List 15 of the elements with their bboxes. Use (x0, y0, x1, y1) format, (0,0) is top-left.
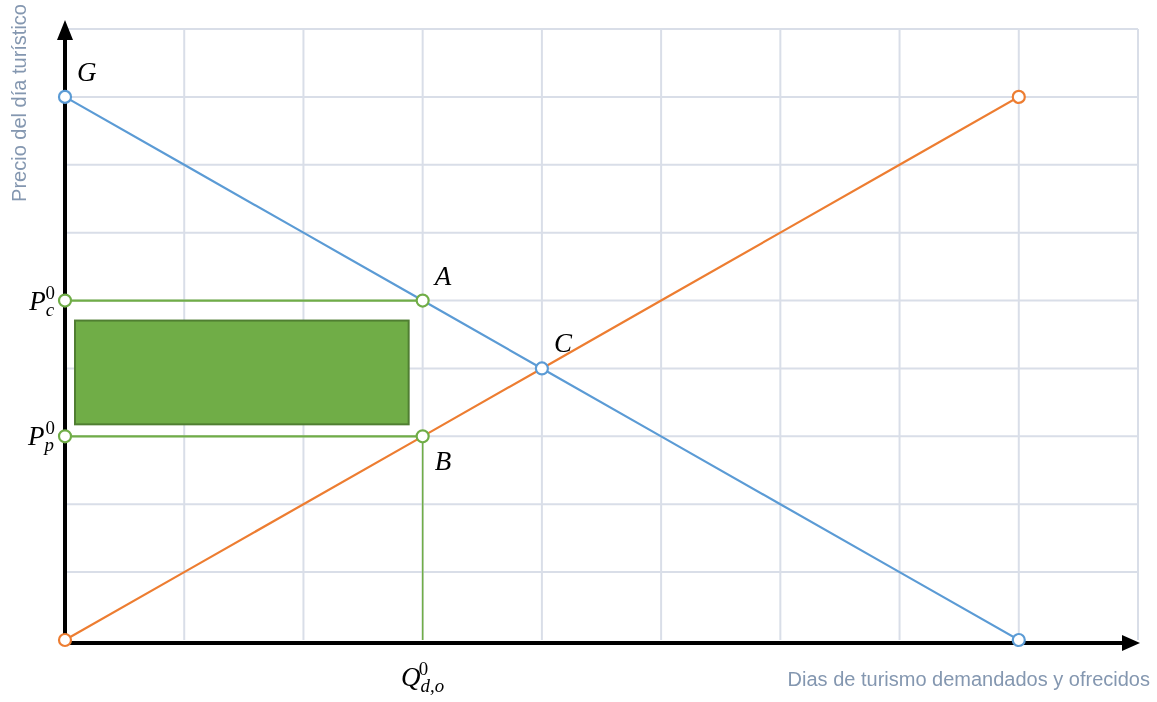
point (57, 429, 73, 444)
annotation: A (432, 260, 452, 291)
point (57, 632, 73, 648)
point (415, 293, 430, 308)
annotation: B (434, 446, 452, 477)
point (1011, 89, 1026, 104)
point (415, 429, 430, 444)
point (1011, 632, 1026, 648)
x-axis-title: Dias de turismo demandados y ofrecidos (787, 668, 1150, 690)
point (57, 89, 73, 104)
y-axis-title: Precio del día turístico (8, 4, 30, 202)
point (57, 293, 73, 308)
point (534, 361, 549, 376)
text: G (77, 56, 97, 87)
annotation: C (553, 328, 573, 359)
